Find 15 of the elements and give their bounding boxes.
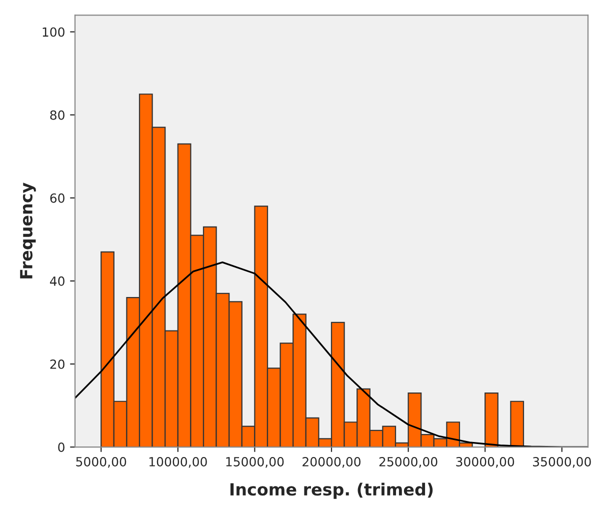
y-tick-label: 20 (50, 359, 64, 369)
y-axis-title: Frequency (20, 182, 36, 278)
y-tick-label: 40 (50, 276, 64, 286)
x-tick-label: 5000,00 (76, 456, 126, 468)
x-tick-label: 35000,00 (533, 456, 591, 468)
x-tick-label: 10000,00 (149, 456, 207, 468)
y-tick-label: 100 (42, 27, 64, 37)
x-axis-title: Income resp. (trimed) (230, 482, 433, 499)
x-tick-label: 25000,00 (379, 456, 438, 468)
y-tick-label: 80 (50, 110, 64, 120)
x-tick-label: 20000,00 (302, 456, 360, 468)
x-tick-label: 30000,00 (456, 456, 514, 468)
y-tick-label: 60 (50, 193, 64, 203)
y-tick-label: 0 (58, 442, 64, 452)
x-tick-label: 15000,00 (226, 456, 284, 468)
